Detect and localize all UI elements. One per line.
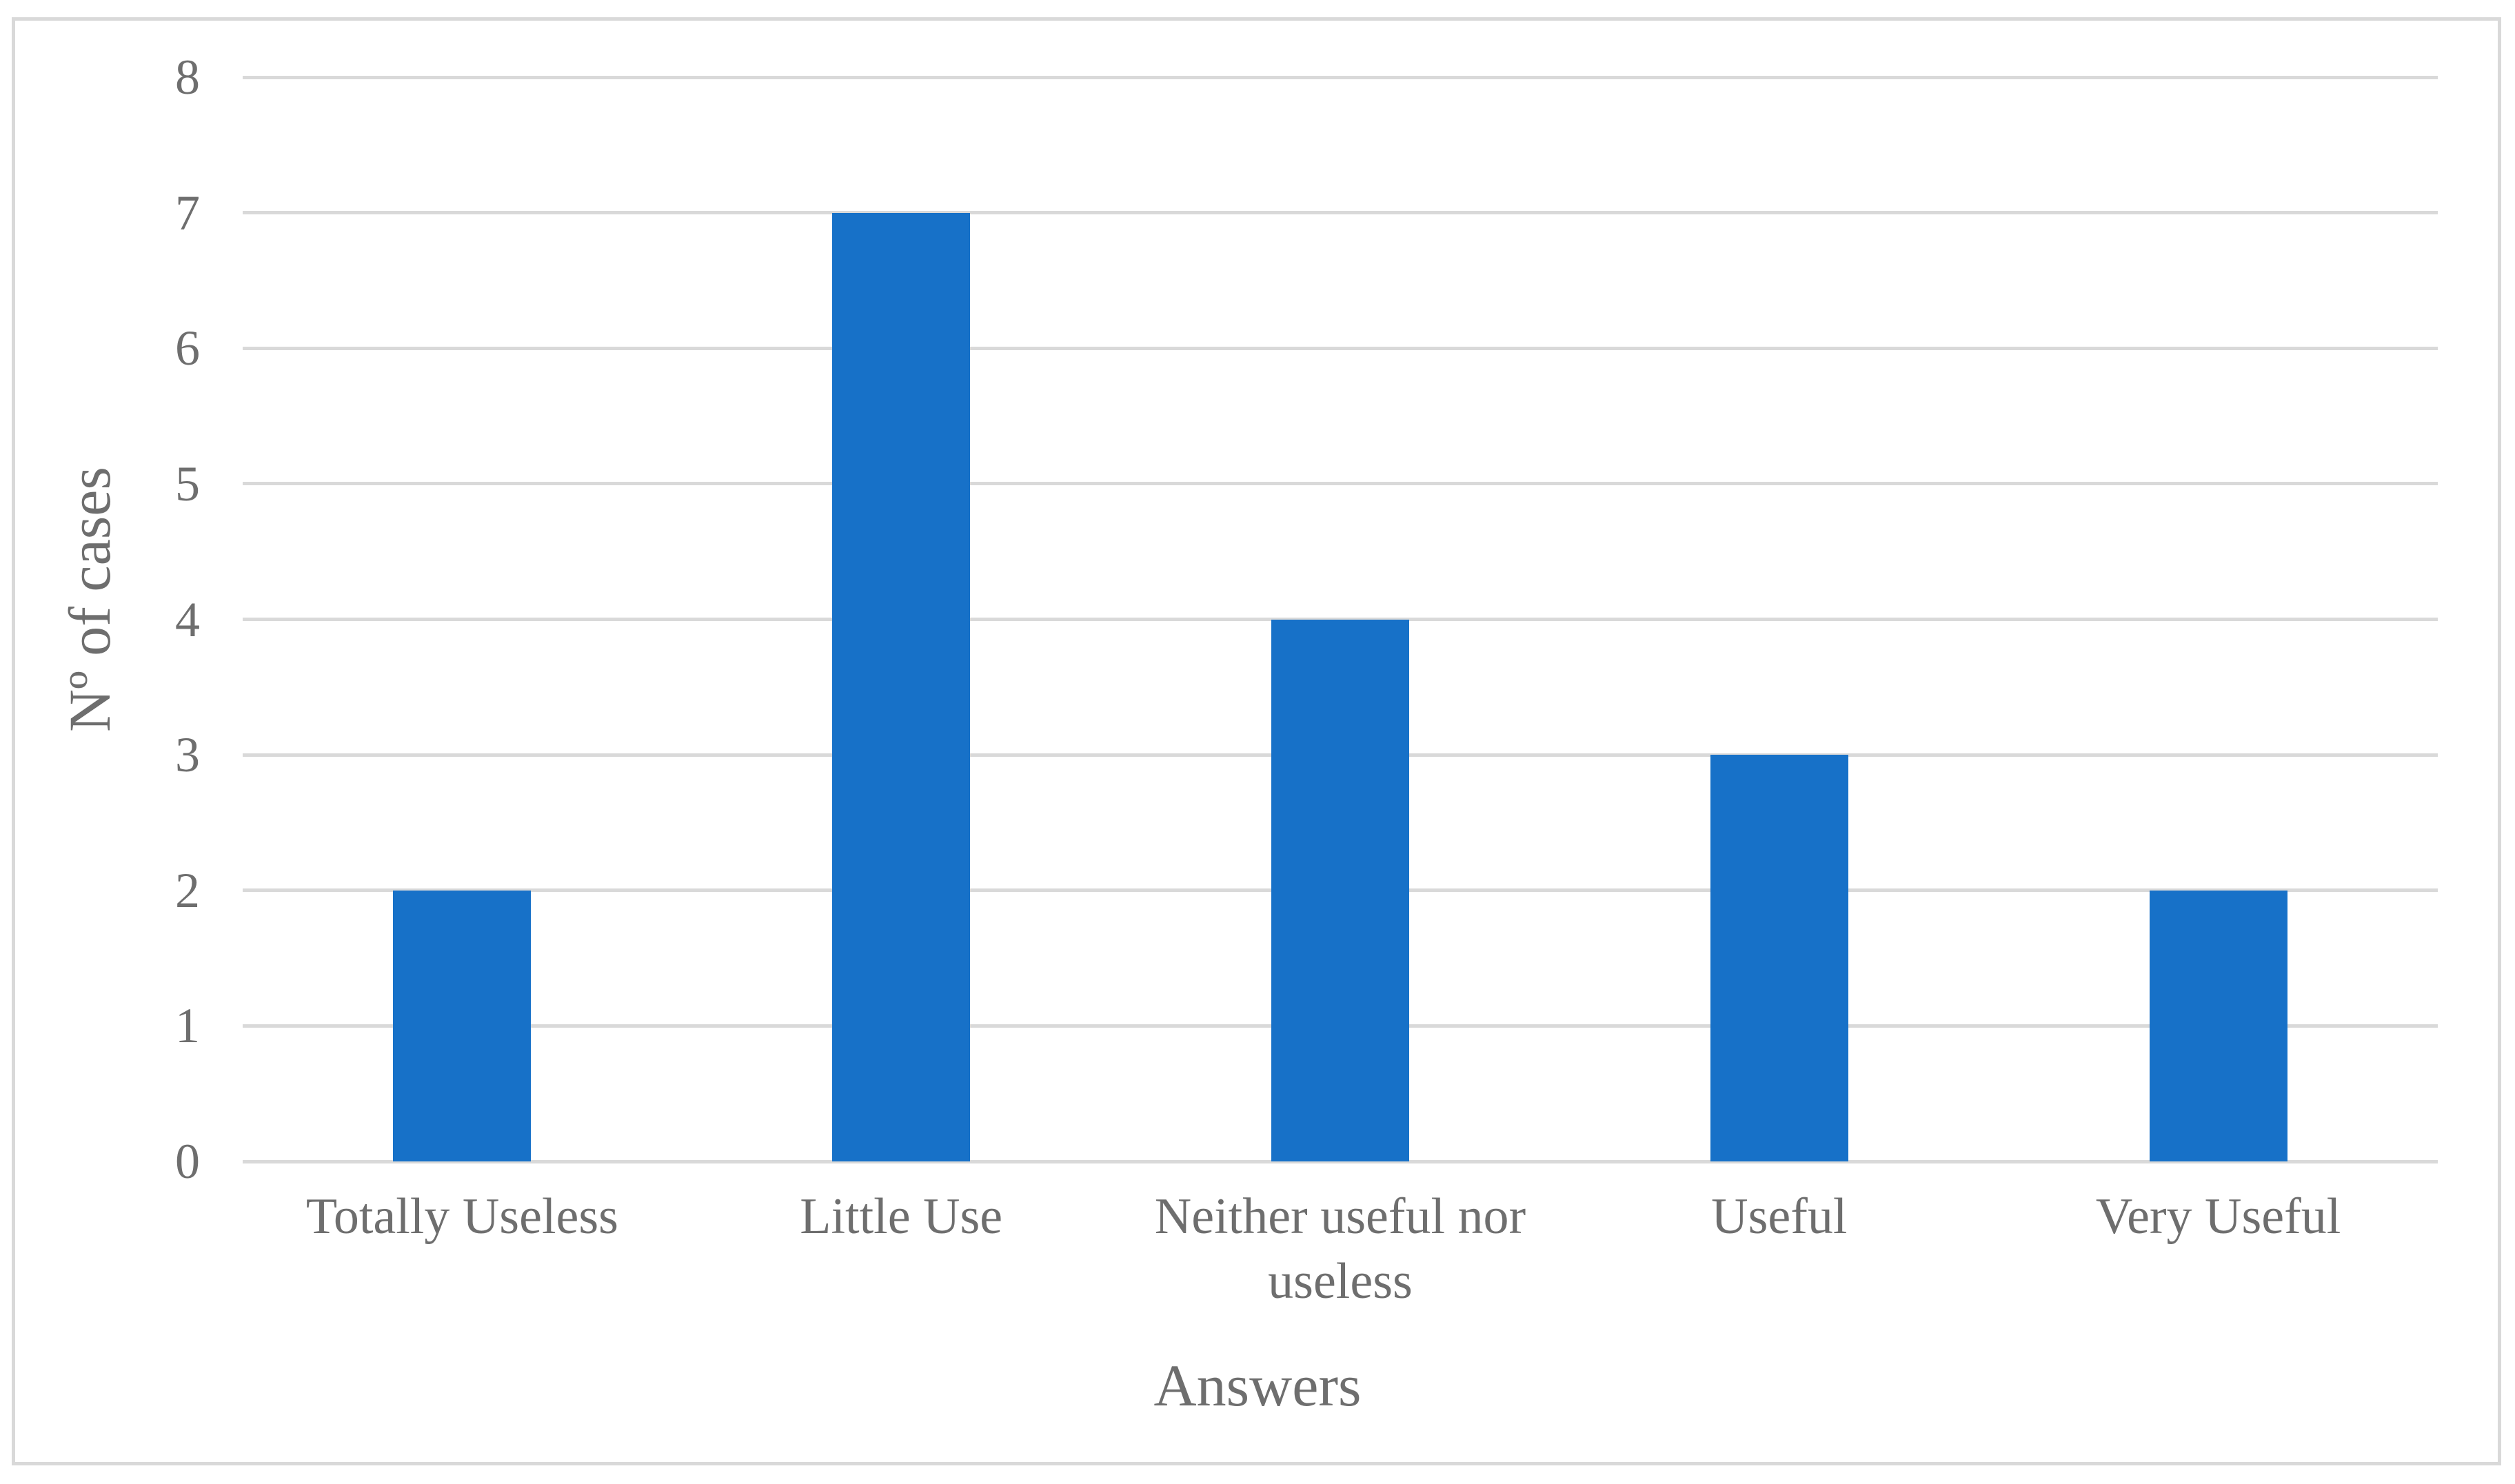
x-tick-label: Useful xyxy=(1711,1188,1848,1245)
chart-outer-border xyxy=(12,17,2501,1465)
y-tick-label: 6 xyxy=(175,321,200,376)
y-tick-label: 5 xyxy=(175,456,200,511)
gridline xyxy=(243,1159,2438,1163)
gridline xyxy=(243,482,2438,486)
bar xyxy=(393,890,532,1161)
x-axis-title: Answers xyxy=(1153,1352,1362,1419)
bar xyxy=(1271,619,1409,1161)
bar xyxy=(832,212,971,1161)
y-tick-label: 3 xyxy=(175,727,200,783)
gridline xyxy=(243,211,2438,215)
y-tick-label: 8 xyxy=(175,50,200,105)
y-tick-label: 4 xyxy=(175,591,200,647)
y-axis-tick-labels: 0 1 2 3 4 5 6 7 8 xyxy=(76,50,200,1189)
y-tick-label: 7 xyxy=(175,185,200,241)
y-tick-label: 0 xyxy=(175,1134,200,1189)
x-axis-category-labels: Totally Useless Little Use Neither useful … xyxy=(243,1184,2438,1314)
y-tick-label: 1 xyxy=(175,998,200,1054)
y-tick-label: 2 xyxy=(175,862,200,918)
gridline xyxy=(243,75,2438,79)
x-tick-label: Neither useful nor useless xyxy=(1154,1188,1526,1310)
x-tick-label: Totally Useless xyxy=(305,1188,618,1245)
x-tick-label: Very Useful xyxy=(2095,1188,2341,1245)
gridline xyxy=(243,346,2438,350)
bar xyxy=(1710,755,1848,1161)
bar xyxy=(2149,890,2287,1161)
plot-area xyxy=(243,75,2438,1163)
x-tick-label: Little Use xyxy=(800,1188,1003,1245)
bars xyxy=(243,77,2438,1161)
